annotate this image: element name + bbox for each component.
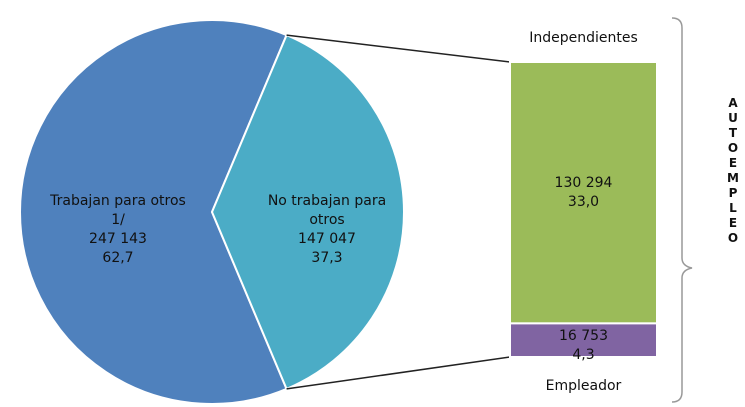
- value-labels: 147 047: [298, 231, 356, 247]
- data-label: 130 294 33,0: [510, 174, 657, 212]
- pie-slice: [18, 19, 288, 405]
- labels: No trabajan para otros: [267, 193, 387, 228]
- pie-slice: [210, 33, 405, 391]
- category-label: Empleador: [545, 378, 622, 394]
- value-labels: 130 294: [554, 174, 613, 191]
- data-label: 16 753 4,3: [510, 327, 657, 365]
- data-label: No trabajan para otros 147 047 37,3: [257, 192, 397, 268]
- connector: [286, 34, 511, 63]
- bracket: [671, 17, 693, 403]
- percentage-labels: 4,3: [572, 347, 595, 364]
- value-labels: 16 753: [559, 328, 608, 345]
- connector: [286, 356, 511, 390]
- percentage-labels: 33,0: [567, 193, 600, 210]
- category-label: Independientes: [529, 30, 638, 46]
- percentage-labels: 37,3: [311, 250, 343, 266]
- bar-segment: [509, 322, 658, 358]
- percentage-labels: 62,7: [102, 250, 134, 266]
- data-label: Trabajan para otros 1/247 143 62,7: [43, 192, 193, 268]
- value-labels: 247 143: [89, 231, 147, 247]
- bracket-label: AUTOEMPLEO: [726, 96, 740, 246]
- labels: Trabajan para otros 1/: [50, 193, 186, 228]
